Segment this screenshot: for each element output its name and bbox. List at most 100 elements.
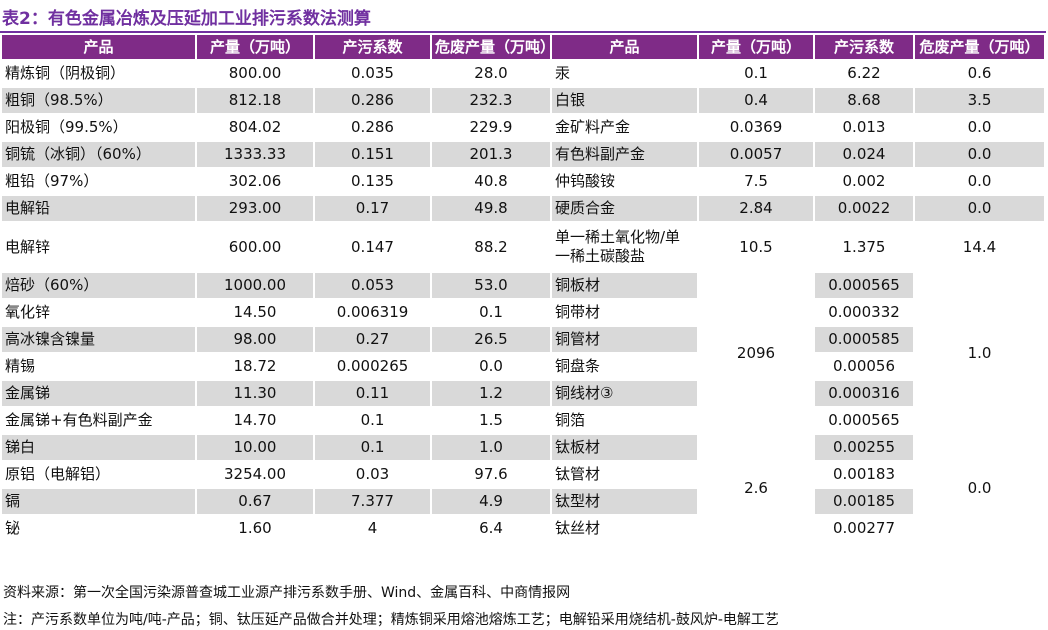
table-row: 高冰镍含镍量 98.00 0.27 26.5 铜管材 0.000585: [0, 325, 1045, 354]
value-cell: 232.3: [430, 86, 552, 115]
product-cell: 精炼铜（阴极铜）: [0, 59, 197, 88]
value-cell: 0.11: [313, 379, 432, 408]
value-cell: 229.9: [430, 113, 552, 142]
value-cell: 2.84: [697, 194, 815, 223]
product-cell: 金属锑+有色料副产金: [0, 406, 197, 435]
value-cell: 0.1: [313, 406, 432, 435]
product-cell: 铜锍（冰铜）（60%）: [0, 140, 197, 169]
value-cell: 0.1: [313, 433, 432, 462]
product-cell: 铜带材: [550, 298, 699, 327]
value-cell: 1.0: [430, 433, 552, 462]
value-cell: 0.00277: [813, 514, 915, 543]
value-cell: 0.053: [313, 271, 432, 300]
value-cell: 8.68: [813, 86, 915, 115]
footnote: 注：产污系数单位为吨/吨-产品；铜、钛压延产品做合并处理；精炼铜采用熔池熔炼工艺…: [3, 612, 779, 628]
product-cell: 铜箔: [550, 406, 699, 435]
header-row: 产品 产量（万吨） 产污系数 危废产量（万吨） 产品 产量（万吨） 产污系数 危废产量（万吨）: [0, 33, 1046, 61]
value-cell: 0.0022: [813, 194, 915, 223]
title-rule: [0, 31, 1046, 33]
value-cell: 18.72: [195, 352, 315, 381]
value-cell: 28.0: [430, 59, 552, 88]
value-cell: 14.70: [195, 406, 315, 435]
product-cell: 钛型材: [550, 487, 699, 516]
table-row: 镉 0.67 7.377 4.9 钛型材 0.00185: [0, 487, 1045, 516]
value-cell: 0.0: [913, 167, 1046, 196]
value-cell: 7.5: [697, 167, 815, 196]
value-cell: 40.8: [430, 167, 552, 196]
value-cell: 4.9: [430, 487, 552, 516]
value-cell: 0.002: [813, 167, 915, 196]
value-cell: 0.00255: [813, 433, 915, 462]
product-cell: 电解锌: [0, 221, 197, 273]
product-cell: 钛管材: [550, 460, 699, 489]
merged-output-cell: 2096: [697, 271, 815, 435]
value-cell: 6.4: [430, 514, 552, 543]
product-cell: 高冰镍含镍量: [0, 325, 197, 354]
value-cell: 0.000565: [813, 406, 915, 435]
product-cell: 白银: [550, 86, 699, 115]
table-body: 精炼铜（阴极铜） 800.00 0.035 28.0 汞 0.1 6.22 0.6 粗铜（98.…: [0, 59, 1046, 543]
table-row: 金属锑+有色料副产金 14.70 0.1 1.5 铜箔 0.000565: [0, 406, 1045, 435]
value-cell: 0.03: [313, 460, 432, 489]
value-cell: 0.151: [313, 140, 432, 169]
table-row: 粗铅（97%） 302.06 0.135 40.8 仲钨酸铵 7.5 0.002 0.0: [0, 167, 1046, 196]
table-row: 氧化锌 14.50 0.006319 0.1 铜带材 0.000332: [0, 298, 1045, 327]
value-cell: 800.00: [195, 59, 315, 88]
product-cell: 镉: [0, 487, 197, 516]
column-header: 产污系数: [313, 33, 432, 61]
value-cell: 7.377: [313, 487, 432, 516]
value-cell: 1.375: [813, 221, 915, 273]
product-cell: 钛板材: [550, 433, 699, 462]
value-cell: 3.5: [913, 86, 1046, 115]
value-cell: 0.286: [313, 86, 432, 115]
table-row: 铜锍（冰铜）（60%） 1333.33 0.151 201.3 有色料副产金 0.0057…: [0, 140, 1046, 169]
product-cell: 铜盘条: [550, 352, 699, 381]
value-cell: 1.60: [195, 514, 315, 543]
value-cell: 0.00183: [813, 460, 915, 489]
value-cell: 0.006319: [313, 298, 432, 327]
product-cell: 铜管材: [550, 325, 699, 354]
value-cell: 0.000585: [813, 325, 915, 354]
product-cell: 硬质合金: [550, 194, 699, 223]
value-cell: 0.00185: [813, 487, 915, 516]
value-cell: 0.17: [313, 194, 432, 223]
value-cell: 10.5: [697, 221, 815, 273]
value-cell: 3254.00: [195, 460, 315, 489]
value-cell: 0.000332: [813, 298, 915, 327]
product-cell: 焙砂（60%）: [0, 271, 197, 300]
value-cell: 11.30: [195, 379, 315, 408]
value-cell: 600.00: [195, 221, 315, 273]
value-cell: 26.5: [430, 325, 552, 354]
value-cell: 0.27: [313, 325, 432, 354]
column-header: 产品: [550, 33, 699, 61]
table-row: 原铝（电解铝） 3254.00 0.03 97.6 钛管材 0.00183: [0, 460, 1045, 489]
column-header: 产污系数: [813, 33, 915, 61]
product-cell: 单一稀土氧化物/单一稀土碳酸盐: [550, 221, 699, 273]
merged-output-cell: 2.6: [697, 433, 815, 543]
value-cell: 804.02: [195, 113, 315, 142]
product-cell: 粗铜（98.5%）: [0, 86, 197, 115]
value-cell: 1000.00: [195, 271, 315, 300]
product-cell: 金矿料产金: [550, 113, 699, 142]
value-cell: 0.024: [813, 140, 915, 169]
product-cell: 铜线材③: [550, 379, 699, 408]
product-cell: 汞: [550, 59, 699, 88]
value-cell: 0.135: [313, 167, 432, 196]
value-cell: 0.0: [913, 140, 1046, 169]
value-cell: 1.2: [430, 379, 552, 408]
table-row: 电解铅 293.00 0.17 49.8 硬质合金 2.84 0.0022 0.0: [0, 194, 1046, 223]
column-header: 产品: [0, 33, 197, 61]
product-cell: 钛丝材: [550, 514, 699, 543]
product-cell: 精锡: [0, 352, 197, 381]
column-header: 产量（万吨）: [195, 33, 315, 61]
product-cell: 铋: [0, 514, 197, 543]
value-cell: 14.4: [913, 221, 1046, 273]
table-title: 表2：有色金属冶炼及压延加工业排污系数法测算: [2, 9, 371, 29]
column-header: 危废产量（万吨）: [913, 33, 1046, 61]
value-cell: 0.035: [313, 59, 432, 88]
table-row: 精锡 18.72 0.000265 0.0 铜盘条 0.00056: [0, 352, 1045, 381]
value-cell: 0.0: [430, 352, 552, 381]
value-cell: 97.6: [430, 460, 552, 489]
table-row: 焙砂（60%） 1000.00 0.053 53.0 铜板材 2096 0.000565 1.…: [0, 271, 1046, 435]
